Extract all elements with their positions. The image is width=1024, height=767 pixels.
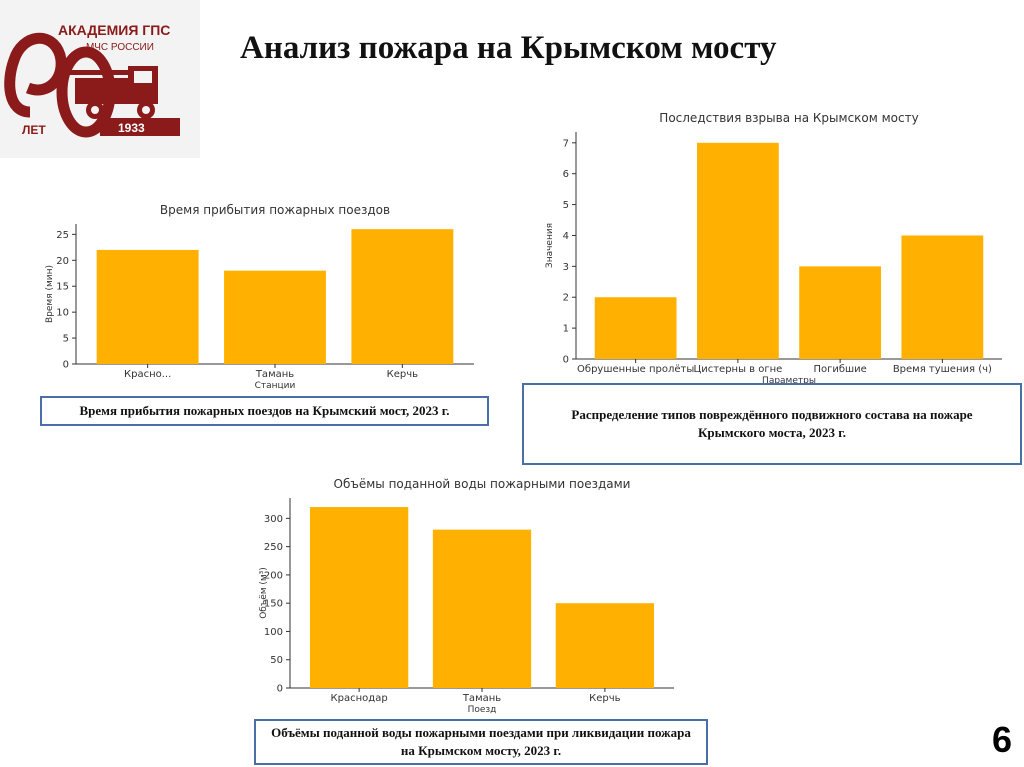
chart-title: Последствия взрыва на Крымском мосту bbox=[659, 111, 918, 125]
water-volume-caption: Объёмы поданной воды пожарными поездами … bbox=[254, 719, 708, 765]
fire-truck-icon bbox=[70, 66, 158, 119]
y-tick-label: 20 bbox=[56, 256, 69, 267]
y-tick-label: 6 bbox=[563, 169, 569, 180]
bar bbox=[556, 603, 654, 688]
y-tick-label: 300 bbox=[264, 514, 283, 525]
bar bbox=[310, 507, 408, 688]
x-tick-label: Цистерны в огне bbox=[693, 364, 782, 375]
x-tick-label: Тамань bbox=[255, 369, 294, 380]
x-tick-label: Красно... bbox=[124, 369, 171, 380]
y-tick-label: 5 bbox=[63, 334, 69, 345]
y-tick-label: 1 bbox=[563, 324, 569, 335]
explosion-consequences-chart: Последствия взрыва на Крымском мосту 0 1 2 3… bbox=[540, 102, 1010, 387]
chart-title: Время прибытия пожарных поездов bbox=[160, 203, 390, 217]
y-tick-label: 15 bbox=[56, 282, 69, 293]
bar bbox=[595, 297, 677, 359]
y-tick-label: 10 bbox=[56, 308, 69, 319]
bar bbox=[901, 235, 983, 359]
academy-logo: АКАДЕМИЯ ГПС МЧС РОССИИ ЛЕТ 1933 bbox=[0, 0, 200, 158]
y-tick-label: 0 bbox=[563, 355, 569, 366]
arrival-time-caption: Время прибытия пожарных поездов на Крымс… bbox=[40, 396, 489, 426]
bar bbox=[697, 143, 779, 359]
logo-academy-name: АКАДЕМИЯ ГПС bbox=[58, 22, 170, 38]
bar bbox=[799, 266, 881, 359]
y-tick-label: 0 bbox=[63, 360, 69, 371]
logo-digit-nine bbox=[10, 38, 61, 112]
page-number: 6 bbox=[992, 719, 1012, 761]
x-tick-label: Краснодар bbox=[331, 693, 388, 704]
logo-org-name: МЧС РОССИИ bbox=[86, 42, 154, 53]
chart-title: Объёмы поданной воды пожарными поездами bbox=[334, 477, 631, 491]
bar bbox=[351, 229, 453, 364]
y-tick-label: 50 bbox=[270, 655, 283, 666]
y-tick-label: 4 bbox=[563, 231, 569, 242]
arrival-time-chart: Время прибытия пожарных поездов 0 5 10 15 20 2… bbox=[42, 200, 482, 390]
y-tick-label: 7 bbox=[563, 138, 569, 149]
y-tick-label: 100 bbox=[264, 627, 283, 638]
x-axis-label: Поезд bbox=[468, 705, 497, 715]
x-tick-label: Тамань bbox=[462, 693, 501, 704]
y-axis-label: Объём (м³) bbox=[259, 567, 269, 619]
water-volume-chart: Объёмы поданной воды пожарными поездами 0… bbox=[240, 472, 690, 716]
x-tick-label: Время тушения (ч) bbox=[893, 364, 992, 375]
y-axis-label: Время (мин) bbox=[45, 265, 55, 323]
y-tick-label: 2 bbox=[563, 293, 569, 304]
x-axis-label: Станции bbox=[255, 381, 296, 390]
page-title: Анализ пожара на Крымском мосту bbox=[240, 30, 940, 67]
x-tick-label: Погибшие bbox=[813, 364, 866, 375]
y-tick-label: 25 bbox=[56, 230, 69, 241]
x-tick-label: Керчь bbox=[589, 693, 621, 704]
y-tick-label: 250 bbox=[264, 542, 283, 553]
bar bbox=[224, 271, 326, 364]
y-tick-label: 0 bbox=[277, 684, 283, 695]
bar bbox=[97, 250, 199, 364]
x-tick-label: Керчь bbox=[387, 369, 419, 380]
y-axis-label: Значения bbox=[545, 223, 555, 268]
logo-year: 1933 bbox=[118, 121, 145, 135]
y-tick-label: 5 bbox=[563, 200, 569, 211]
bar bbox=[433, 530, 531, 688]
consequences-caption: Распределение типов повреждённого подвиж… bbox=[522, 383, 1022, 465]
x-tick-label: Обрушенные пролёты bbox=[577, 364, 694, 375]
logo-years-label: ЛЕТ bbox=[22, 123, 46, 137]
y-tick-label: 3 bbox=[563, 262, 569, 273]
